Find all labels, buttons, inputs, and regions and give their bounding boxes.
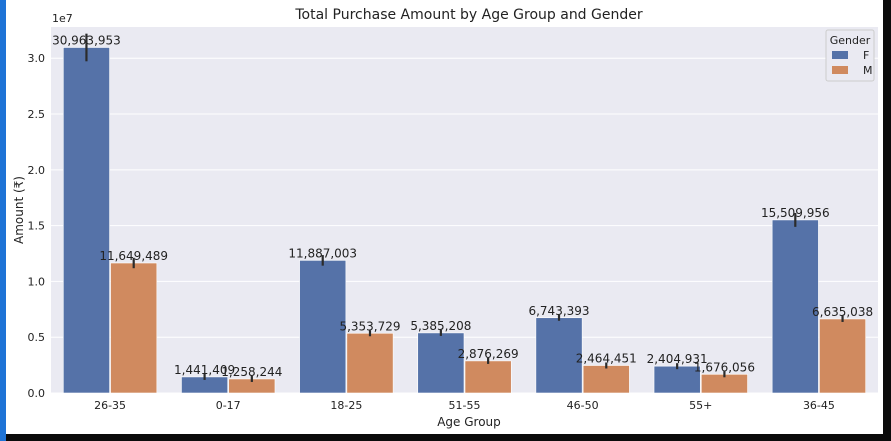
x-tick-label: 36-45 bbox=[803, 399, 835, 412]
bar-m bbox=[346, 332, 394, 394]
data-label: 11,887,003 bbox=[288, 246, 357, 260]
y-tick-label: 1.5 bbox=[28, 220, 46, 233]
bar-m bbox=[464, 360, 512, 394]
bar-f bbox=[535, 317, 583, 394]
bar-f bbox=[653, 365, 701, 394]
y-tick-label: 0.0 bbox=[28, 387, 46, 400]
data-label: 2,876,269 bbox=[458, 347, 519, 361]
bar-f bbox=[63, 47, 110, 394]
bar-m bbox=[582, 365, 630, 394]
y-tick-label: 2.0 bbox=[28, 164, 46, 177]
y-tick-label: 2.5 bbox=[28, 108, 46, 121]
data-label: 2,404,931 bbox=[647, 352, 708, 366]
y-axis-label: Amount (₹) bbox=[12, 176, 26, 244]
data-label: 11,649,489 bbox=[99, 249, 168, 263]
data-label: 5,353,729 bbox=[339, 319, 400, 333]
x-axis-ticks: 26-35 0-17 18-25 51-55 46-50 55+ 36-45 bbox=[94, 399, 835, 412]
data-label: 6,635,038 bbox=[812, 305, 873, 319]
data-label: 15,509,956 bbox=[761, 206, 830, 220]
y-tick-label: 0.5 bbox=[28, 331, 46, 344]
legend-label-m: M bbox=[863, 64, 873, 77]
x-tick-label: 46-50 bbox=[567, 399, 599, 412]
y-scale-label: 1e7 bbox=[52, 12, 73, 25]
chart-title: Total Purchase Amount by Age Group and G… bbox=[294, 7, 642, 23]
data-label: 1,441,409 bbox=[174, 363, 235, 377]
data-label: 1,676,056 bbox=[694, 360, 755, 374]
bar-m bbox=[819, 318, 866, 394]
x-tick-label: 18-25 bbox=[330, 399, 362, 412]
bar-f bbox=[771, 219, 819, 394]
legend-title: Gender bbox=[830, 34, 871, 47]
x-axis-label: Age Group bbox=[437, 415, 501, 429]
bars bbox=[63, 47, 866, 394]
legend: Gender F M bbox=[825, 29, 875, 82]
y-axis-ticks: 0.0 0.5 1.0 1.5 2.0 2.5 3.0 bbox=[28, 52, 46, 400]
plot-area bbox=[51, 27, 878, 393]
y-tick-label: 3.0 bbox=[28, 52, 46, 65]
bar-m bbox=[110, 262, 158, 394]
data-label: 30,963,953 bbox=[52, 33, 121, 47]
legend-swatch-m bbox=[832, 66, 848, 74]
data-label: 6,743,393 bbox=[528, 304, 589, 318]
x-tick-label: 51-55 bbox=[449, 399, 481, 412]
bar-f bbox=[417, 332, 465, 394]
y-tick-label: 1.0 bbox=[28, 275, 46, 288]
legend-label-f: F bbox=[863, 49, 869, 62]
data-label: 1,258,244 bbox=[221, 365, 282, 379]
x-tick-label: 55+ bbox=[689, 399, 712, 412]
bar-f bbox=[299, 260, 347, 394]
data-label: 2,464,451 bbox=[576, 352, 637, 366]
x-tick-label: 0-17 bbox=[216, 399, 241, 412]
error-bars bbox=[85, 33, 844, 382]
window-accent-bar bbox=[0, 0, 6, 441]
x-tick-label: 26-35 bbox=[94, 399, 126, 412]
data-label: 5,385,208 bbox=[410, 319, 471, 333]
legend-swatch-f bbox=[832, 51, 848, 59]
chart-figure: 30,963,953 11,649,489 1,441,409 1,258,244 11… bbox=[6, 0, 883, 434]
